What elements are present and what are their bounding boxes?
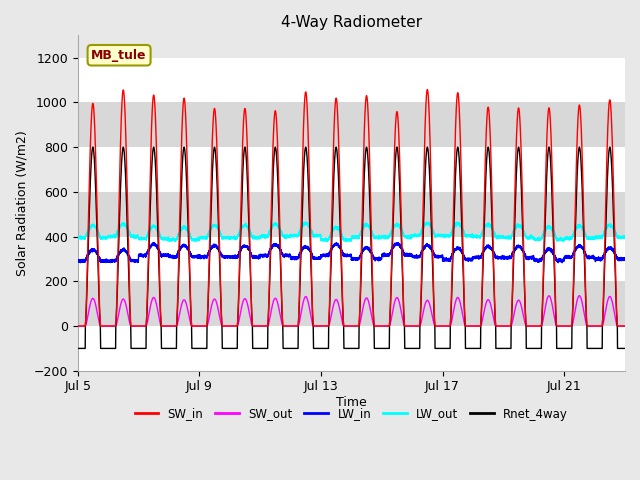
LW_in: [554, 260, 562, 265]
Rnet_4way: [506, 346, 513, 351]
LW_out: [342, 239, 350, 244]
Rnet_4way: [289, 346, 297, 351]
SW_in: [506, 323, 513, 329]
Line: SW_out: SW_out: [77, 296, 625, 326]
Line: SW_in: SW_in: [77, 90, 625, 326]
Bar: [77, 326, 625, 371]
SW_out: [511, 308, 518, 313]
Rnet_4way: [621, 346, 629, 351]
LW_out: [621, 235, 629, 240]
Bar: [77, 102, 625, 147]
LW_in: [305, 245, 312, 251]
LW_in: [506, 255, 513, 261]
LW_out: [511, 226, 519, 232]
SW_in: [511, 189, 519, 194]
LW_out: [506, 234, 513, 240]
Line: LW_out: LW_out: [77, 222, 625, 241]
SW_out: [621, 323, 629, 329]
SW_out: [484, 297, 492, 302]
Rnet_4way: [526, 346, 534, 351]
SW_in: [304, 131, 312, 137]
Rnet_4way: [89, 144, 97, 150]
Legend: SW_in, SW_out, LW_in, LW_out, Rnet_4way: SW_in, SW_out, LW_in, LW_out, Rnet_4way: [130, 403, 573, 425]
Rnet_4way: [511, 213, 519, 219]
LW_out: [526, 234, 534, 240]
Y-axis label: Solar Radiation (W/m2): Solar Radiation (W/m2): [15, 130, 28, 276]
Title: 4-Way Radiometer: 4-Way Radiometer: [281, 15, 422, 30]
Line: LW_in: LW_in: [77, 242, 625, 263]
SW_in: [484, 105, 492, 110]
LW_in: [526, 255, 534, 261]
Line: Rnet_4way: Rnet_4way: [77, 147, 625, 348]
Rnet_4way: [484, 144, 492, 150]
SW_out: [289, 323, 297, 329]
Bar: [77, 281, 625, 326]
SW_out: [304, 299, 312, 305]
SW_out: [506, 323, 513, 329]
SW_out: [575, 293, 583, 299]
Bar: [77, 237, 625, 281]
SW_out: [526, 323, 534, 329]
LW_in: [150, 240, 158, 245]
LW_out: [289, 233, 297, 239]
SW_in: [424, 87, 431, 93]
LW_in: [621, 256, 629, 262]
SW_in: [621, 323, 629, 329]
LW_in: [484, 243, 492, 249]
LW_in: [511, 247, 519, 253]
X-axis label: Time: Time: [336, 396, 367, 409]
LW_out: [484, 221, 492, 227]
Rnet_4way: [305, 178, 312, 184]
Rnet_4way: [74, 346, 81, 351]
SW_in: [526, 323, 534, 329]
Bar: [77, 147, 625, 192]
LW_out: [305, 222, 312, 228]
Bar: [77, 192, 625, 237]
SW_in: [289, 323, 297, 329]
LW_out: [301, 219, 309, 225]
LW_in: [289, 255, 297, 261]
Bar: [77, 58, 625, 102]
LW_in: [74, 258, 81, 264]
SW_out: [74, 323, 81, 329]
LW_out: [74, 234, 81, 240]
Text: MB_tule: MB_tule: [92, 49, 147, 62]
SW_in: [74, 323, 81, 329]
